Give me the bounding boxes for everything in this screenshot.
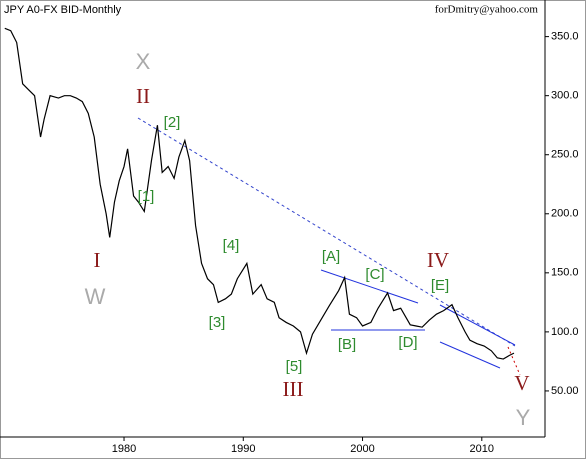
y-tick-label: 150.0 [551,267,579,279]
wave-label: [3] [209,314,226,331]
wave-label: [B] [338,336,356,353]
x-tick-label: 2000 [350,443,374,455]
trend-line [439,341,501,369]
trend-line [439,304,516,346]
y-tick-label: 350.0 [551,31,579,43]
trend-lines [137,117,521,376]
wave-label: X [136,49,151,74]
wave-label: [4] [223,237,240,254]
y-tick-label: 100.0 [551,326,579,338]
wave-label: Y [516,405,531,430]
wave-label: V [514,371,529,395]
wave-label: [A] [322,248,340,265]
wave-label: [2] [164,114,181,131]
wave-label: [E] [431,277,449,294]
wave-label: IV [427,248,449,272]
wave-label: W [85,284,106,309]
wave-label: II [136,84,150,108]
wave-label: [D] [398,334,417,351]
y-tick-label: 200.0 [551,208,579,220]
x-tick-label: 1990 [231,443,255,455]
wave-label: I [94,248,101,272]
wave-label: [C] [365,266,384,283]
chart-title: JPY A0-FX BID-Monthly [4,4,122,16]
wave-label: III [283,377,304,401]
y-tick-label: 250.0 [551,149,579,161]
trend-line [320,269,419,304]
wave-label: [1] [138,188,155,205]
x-tick-label: 2010 [470,443,494,455]
x-tick-label: 1980 [112,443,136,455]
projection-line [507,346,521,376]
price-line [4,27,515,360]
y-tick-label: 50.00 [551,385,579,397]
watermark: forDmitry@yahoo.com [435,4,539,16]
wave-label: [5] [286,358,303,375]
y-tick-label: 300.0 [551,90,579,102]
trend-line [137,117,516,347]
